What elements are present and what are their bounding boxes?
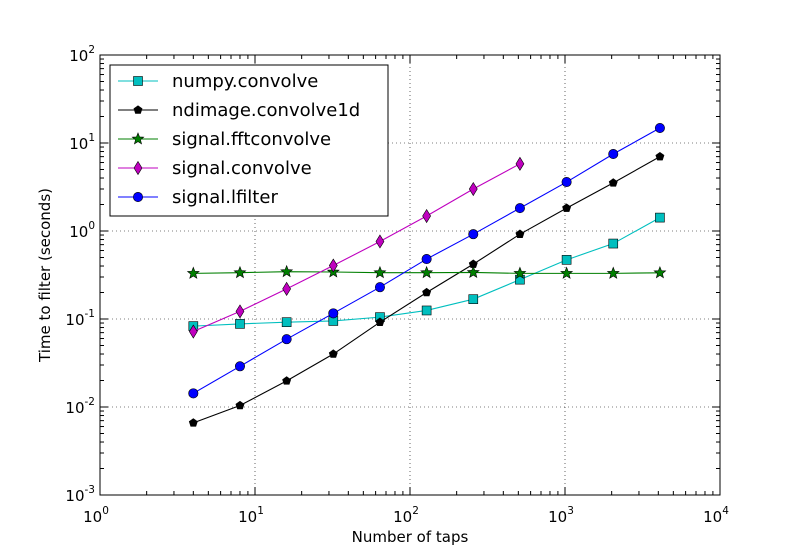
data-point [235, 304, 245, 319]
y-tick-label: 102 [69, 44, 95, 65]
data-point [606, 266, 620, 279]
data-point [328, 349, 338, 358]
x-tick-label: 103 [548, 505, 574, 526]
data-point [375, 234, 385, 249]
data-point [188, 418, 198, 427]
data-point [328, 308, 339, 319]
legend-label: ndimage.convolve1d [172, 100, 360, 121]
data-point [133, 105, 143, 114]
data-point [562, 203, 572, 212]
data-point [515, 229, 525, 238]
x-tick-label: 101 [238, 505, 264, 526]
data-point [515, 156, 525, 171]
data-point [235, 319, 245, 329]
data-point [421, 305, 432, 316]
y-tick-label: 10-2 [65, 396, 95, 417]
axis-ticks: 100 101 102 103 104 10-3 10-2 10-1 100 101 102 [65, 44, 729, 526]
data-point [561, 177, 572, 188]
legend: numpy.convolve ndimage.convolve1d signal.f… [109, 64, 389, 217]
y-tick-label: 10-1 [65, 308, 95, 329]
data-point [188, 388, 199, 399]
data-point [468, 229, 479, 240]
data-point [468, 294, 479, 304]
data-point [186, 266, 200, 279]
data-point [420, 265, 434, 279]
legend-box [109, 64, 389, 217]
data-point [422, 208, 431, 224]
data-point [375, 317, 385, 326]
data-point [281, 334, 292, 345]
data-point [422, 287, 432, 297]
data-point [235, 400, 245, 410]
data-point [514, 203, 525, 214]
data-point [131, 132, 145, 145]
legend-label: numpy.convolve [172, 71, 318, 92]
data-point [281, 317, 292, 327]
series-layer [186, 123, 667, 427]
data-point [608, 148, 619, 159]
series-signal-convolve [188, 156, 525, 339]
legend-entry: signal.lfilter [118, 187, 278, 208]
data-point [133, 160, 143, 176]
x-tick-label: 100 [83, 505, 109, 526]
data-point [328, 258, 338, 273]
series-signal-lfilter [188, 123, 665, 399]
data-point [282, 281, 291, 296]
data-point [133, 192, 144, 203]
x-tick-label: 104 [703, 505, 729, 526]
data-point [421, 254, 432, 265]
data-point [653, 265, 667, 279]
series-line [193, 163, 521, 333]
data-point [513, 266, 527, 279]
data-point [188, 324, 198, 339]
y-tick-label: 100 [69, 220, 95, 241]
data-point [608, 178, 618, 187]
x-tick-label: 102 [393, 505, 419, 526]
data-point [233, 265, 247, 279]
data-point [282, 376, 292, 385]
data-point [560, 266, 574, 279]
legend-entry: signal.convolve [118, 158, 312, 179]
legend-entry: signal.fftconvolve [118, 129, 331, 150]
series-ndimage-convolve1d [188, 151, 665, 427]
data-point [466, 265, 480, 278]
legend-entry: numpy.convolve [118, 71, 318, 92]
data-point [468, 181, 478, 197]
data-point [608, 238, 619, 249]
legend-label: signal.lfilter [172, 187, 278, 208]
data-point [561, 255, 572, 265]
series-signal-fftconvolve [186, 264, 667, 279]
y-tick-label: 10-3 [65, 484, 95, 505]
data-point [133, 76, 143, 86]
data-point [655, 151, 665, 161]
data-point [280, 264, 294, 278]
data-point [655, 212, 665, 223]
data-point [234, 361, 245, 372]
y-tick-label: 101 [69, 132, 95, 153]
data-point [373, 265, 387, 279]
y-axis-label: Time to filter (seconds) [36, 188, 54, 363]
series-numpy-convolve [188, 212, 665, 331]
data-point [374, 282, 385, 293]
legend-entry: ndimage.convolve1d [118, 100, 360, 121]
legend-label: signal.convolve [172, 158, 312, 179]
data-point [654, 123, 665, 134]
legend-label: signal.fftconvolve [172, 129, 331, 150]
x-axis-label: Number of taps [352, 528, 469, 546]
